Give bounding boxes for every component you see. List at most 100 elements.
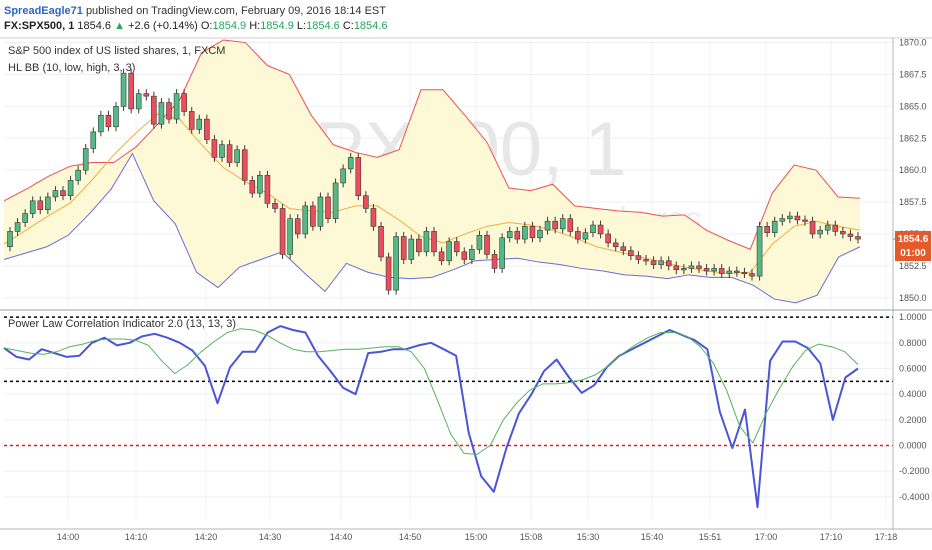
candle-body <box>688 265 695 269</box>
candle-body <box>597 224 604 235</box>
candle-body <box>696 265 702 269</box>
candle-body <box>264 174 271 204</box>
candle-body <box>363 195 369 209</box>
legend-oscillator-title[interactable]: Power Law Correlation Indicator 2.0 (13,… <box>8 318 236 330</box>
candle-body <box>37 200 44 211</box>
candle-body <box>416 238 422 253</box>
candle-body <box>188 111 195 130</box>
candle-body <box>499 237 505 269</box>
candle-body <box>446 241 452 262</box>
candle-body <box>575 231 581 240</box>
candle-body <box>559 218 566 230</box>
candle-body <box>665 260 672 267</box>
osc-tick-label: 0.0000 <box>899 441 927 451</box>
osc-tick-label: 0.8000 <box>899 338 927 348</box>
candle-body <box>855 236 861 240</box>
low-label: L: <box>296 20 307 32</box>
candle-body <box>385 256 392 291</box>
legend-indicator[interactable]: HL BB (10, low, high, 3, 3) <box>8 62 135 74</box>
candle-body <box>135 93 142 110</box>
candle-body <box>703 268 710 272</box>
price-tick-label: 1865.0 <box>899 101 927 111</box>
x-tick-label: 17:00 <box>755 532 778 542</box>
candle-body <box>726 270 733 274</box>
candle-body <box>219 144 225 158</box>
candle-body <box>173 93 180 120</box>
price-badge-box <box>895 231 931 261</box>
candle-body <box>287 218 293 255</box>
candle-body <box>590 224 596 234</box>
candle-body <box>128 72 134 110</box>
candle-body <box>45 196 51 211</box>
candle-body <box>567 218 574 232</box>
candle-body <box>7 231 13 248</box>
candle-body <box>120 72 127 107</box>
price-pane[interactable] <box>3 39 895 304</box>
candle-body <box>582 232 589 240</box>
publish-line: SpreadEagle71 published on TradingView.c… <box>4 5 386 17</box>
candle-body <box>90 131 97 149</box>
candle-body <box>408 238 415 260</box>
high-value: 1854.9 <box>260 20 294 32</box>
candle-body <box>310 205 316 227</box>
candle-body <box>431 231 437 253</box>
candle-body <box>241 149 248 181</box>
x-tick-label: 14:40 <box>330 532 353 542</box>
x-tick-label: 17:10 <box>820 532 843 542</box>
candle-body <box>143 93 150 97</box>
candle-body <box>355 157 362 196</box>
candle-body <box>817 229 823 235</box>
candle-body <box>718 268 725 274</box>
candle-body <box>741 271 748 275</box>
candle-body <box>347 157 354 170</box>
candle-body <box>257 174 263 194</box>
osc-tick-label: -0.2000 <box>899 466 930 476</box>
candle-body <box>332 182 339 219</box>
price-badge-timer: 01:00 <box>900 248 926 259</box>
candle-body <box>279 208 286 255</box>
candle-body <box>82 148 89 171</box>
candle-body <box>98 114 104 133</box>
candle-body <box>658 260 664 265</box>
candle-body <box>734 270 740 273</box>
price-tick-label: 1862.5 <box>899 133 927 143</box>
candle-body <box>612 242 619 248</box>
candle-body <box>181 93 187 112</box>
candle-body <box>105 114 112 128</box>
signal-line <box>3 328 859 455</box>
oscillator-pane[interactable] <box>3 316 893 509</box>
price-tick-label: 1870.0 <box>899 38 927 48</box>
candle-body <box>491 254 498 269</box>
candle-body <box>771 220 778 234</box>
osc-tick-label: 0.2000 <box>899 415 927 425</box>
candle-body <box>681 268 687 271</box>
open-value: 1854.9 <box>212 20 247 32</box>
candle-body <box>29 200 36 214</box>
candle-body <box>113 106 119 128</box>
candle-body <box>802 219 808 222</box>
upper-band-line <box>3 39 861 250</box>
candle-body <box>438 251 445 262</box>
x-tick-label: 14:10 <box>125 532 148 542</box>
candle-body <box>67 180 74 196</box>
candle-body <box>506 231 513 239</box>
candle-body <box>749 273 755 277</box>
candle-body <box>529 226 536 239</box>
osc-tick-label: -0.4000 <box>899 492 930 502</box>
osc-tick-label: 0.4000 <box>899 389 927 399</box>
x-tick-label: 15:00 <box>465 532 488 542</box>
candle-body <box>370 208 377 227</box>
candle-body <box>166 102 172 120</box>
candle-body <box>151 95 157 125</box>
author-link[interactable]: SpreadEagle71 <box>4 5 83 17</box>
price-badge: 1854.6 01:00 <box>895 231 931 261</box>
symbol-name[interactable]: FX:SPX500, 1 <box>4 20 75 32</box>
legend-main-title[interactable]: S&P 500 index of US listed shares, 1, FX… <box>8 45 225 57</box>
x-tick-label: 14:20 <box>195 532 218 542</box>
x-tick-label: 14:30 <box>259 532 282 542</box>
close-label: C: <box>342 20 354 32</box>
price-badge-value: 1854.6 <box>898 234 929 245</box>
open-label: O: <box>200 20 213 32</box>
candle-body <box>75 169 81 181</box>
